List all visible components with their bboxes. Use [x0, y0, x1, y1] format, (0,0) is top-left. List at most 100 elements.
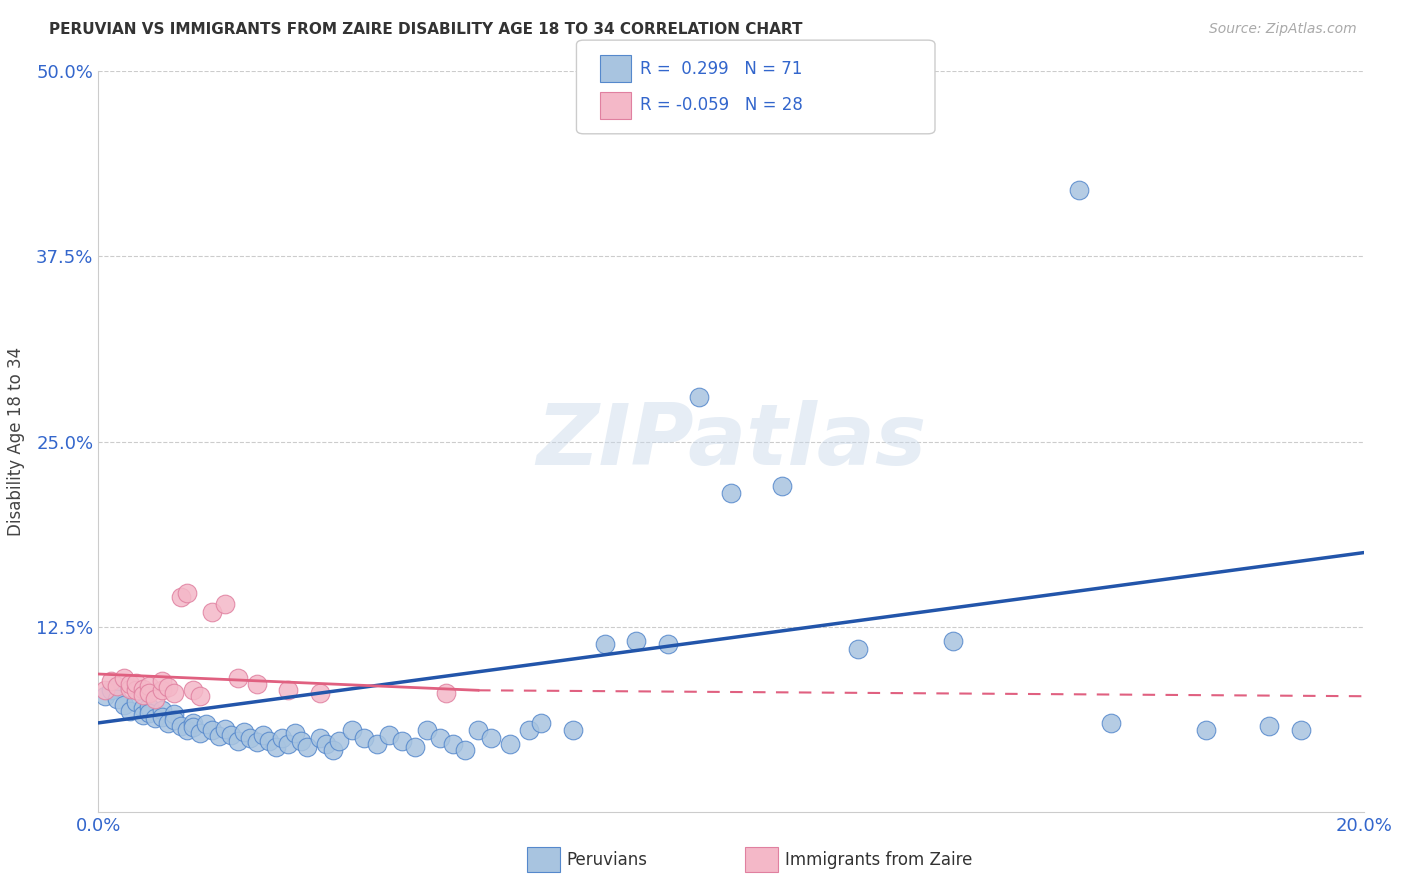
Point — [284, 726, 307, 740]
Point — [315, 737, 337, 751]
Point — [107, 692, 129, 706]
Point — [1289, 723, 1312, 738]
Point — [157, 681, 180, 695]
Point — [214, 598, 236, 612]
Point — [157, 715, 180, 730]
Point — [112, 698, 135, 712]
Point — [328, 733, 350, 747]
Text: Peruvians: Peruvians — [567, 851, 648, 869]
Point — [163, 686, 186, 700]
Point — [150, 683, 173, 698]
Point — [246, 677, 269, 691]
Point — [93, 690, 117, 704]
Point — [132, 688, 155, 702]
Point — [125, 676, 148, 690]
Text: R = -0.059   N = 28: R = -0.059 N = 28 — [640, 96, 803, 114]
Point — [770, 479, 793, 493]
Point — [391, 733, 413, 747]
Point — [214, 722, 236, 736]
Point — [517, 723, 540, 738]
Point — [441, 737, 464, 751]
Point — [259, 733, 281, 747]
Point — [942, 634, 965, 648]
Point — [120, 677, 141, 691]
Point — [112, 672, 135, 686]
Point — [93, 683, 117, 698]
Point — [150, 702, 173, 716]
Point — [479, 731, 502, 745]
Point — [183, 715, 205, 730]
Point — [138, 679, 160, 693]
Point — [208, 729, 231, 743]
Point — [188, 726, 211, 740]
Text: R =  0.299   N = 71: R = 0.299 N = 71 — [640, 60, 801, 78]
Point — [120, 681, 141, 696]
Point — [107, 679, 129, 693]
Point — [145, 711, 166, 725]
Point — [169, 590, 191, 604]
Point — [593, 637, 616, 651]
Point — [201, 723, 224, 738]
Point — [169, 719, 191, 733]
Point — [145, 692, 166, 706]
Point — [436, 686, 458, 700]
Text: Immigrants from Zaire: Immigrants from Zaire — [785, 851, 972, 869]
Point — [270, 731, 294, 745]
Point — [183, 720, 205, 734]
Point — [1257, 719, 1279, 733]
Point — [226, 672, 249, 686]
Point — [138, 699, 160, 714]
Point — [366, 737, 388, 751]
Point — [163, 706, 186, 721]
Point — [176, 723, 198, 738]
Point — [188, 690, 211, 704]
Point — [1194, 723, 1216, 738]
Point — [561, 723, 585, 738]
Point — [378, 728, 401, 742]
Point — [120, 704, 141, 718]
Point — [219, 728, 243, 742]
Point — [201, 605, 224, 619]
Point — [429, 731, 451, 745]
Point — [321, 742, 344, 756]
Point — [530, 715, 553, 730]
Point — [233, 724, 256, 739]
Point — [846, 641, 869, 656]
Y-axis label: Disability Age 18 to 34: Disability Age 18 to 34 — [7, 347, 25, 536]
Point — [100, 683, 122, 698]
Point — [297, 739, 319, 754]
Point — [183, 683, 205, 698]
Point — [624, 634, 647, 648]
Point — [1099, 715, 1122, 730]
Point — [100, 674, 122, 689]
Point — [498, 737, 520, 751]
Point — [132, 681, 155, 696]
Point — [150, 674, 173, 689]
Point — [340, 723, 363, 738]
Point — [277, 737, 299, 751]
Point — [309, 731, 332, 745]
Point — [309, 686, 332, 700]
Point — [239, 731, 262, 745]
Point — [150, 710, 173, 724]
Point — [132, 708, 155, 723]
Point — [404, 739, 426, 754]
Point — [132, 701, 155, 715]
Text: PERUVIAN VS IMMIGRANTS FROM ZAIRE DISABILITY AGE 18 TO 34 CORRELATION CHART: PERUVIAN VS IMMIGRANTS FROM ZAIRE DISABI… — [49, 22, 803, 37]
Point — [176, 585, 198, 599]
Point — [277, 683, 299, 698]
Point — [688, 390, 710, 404]
Point — [125, 683, 148, 698]
Point — [720, 486, 742, 500]
Text: Source: ZipAtlas.com: Source: ZipAtlas.com — [1209, 22, 1357, 37]
Point — [1067, 183, 1090, 197]
Point — [454, 742, 477, 756]
Point — [353, 731, 375, 745]
Point — [125, 695, 148, 709]
Point — [657, 637, 679, 651]
Point — [264, 739, 287, 754]
Point — [467, 723, 489, 738]
Point — [226, 733, 249, 747]
Point — [138, 686, 160, 700]
Text: ZIPatlas: ZIPatlas — [536, 400, 927, 483]
